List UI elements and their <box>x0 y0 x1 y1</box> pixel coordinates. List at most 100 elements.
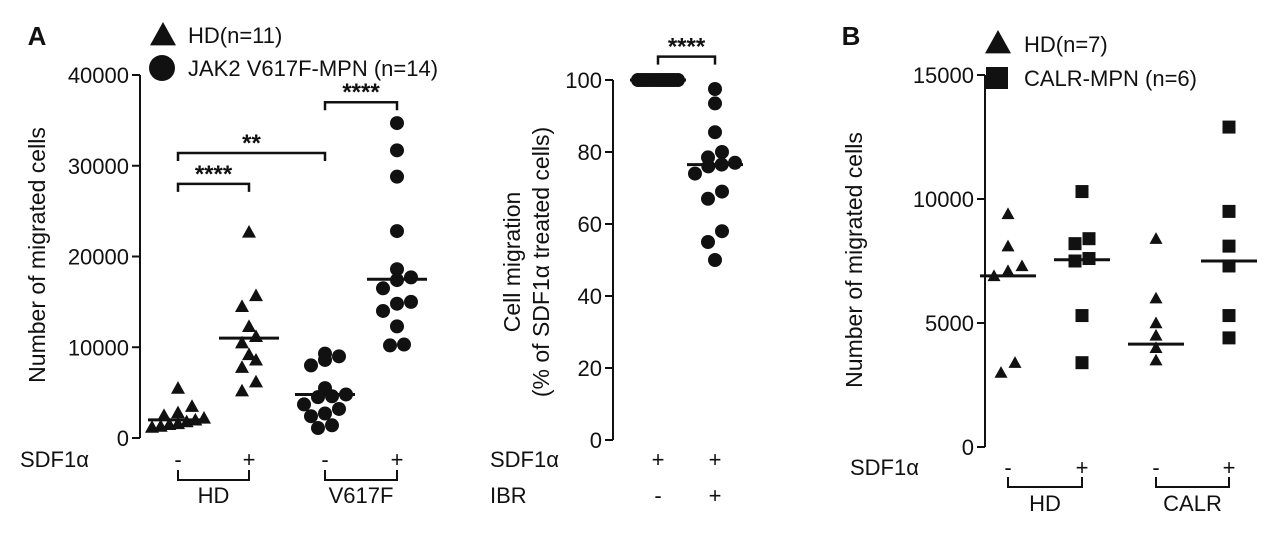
x-category-label: + <box>1076 455 1089 480</box>
data-point <box>1068 237 1082 251</box>
data-point <box>1222 204 1236 218</box>
group-bracket <box>177 470 250 481</box>
data-point <box>185 399 199 412</box>
data-point <box>708 125 722 140</box>
y-tick-label: 0 <box>117 426 129 451</box>
y-tick-label: 10000 <box>913 187 974 212</box>
panel-label-a: A <box>28 21 47 51</box>
panel-label-b: B <box>842 21 861 51</box>
data-point <box>390 169 404 184</box>
y-tick-label: 80 <box>578 140 602 165</box>
significance-label: **** <box>668 34 706 61</box>
data-point <box>390 262 404 277</box>
y-tick-label: 20000 <box>68 245 129 270</box>
data-point <box>715 184 729 199</box>
data-point <box>390 319 404 334</box>
x-category-label: + <box>709 447 722 472</box>
significance-label: **** <box>342 79 380 106</box>
data-point <box>404 294 418 309</box>
data-point <box>1149 291 1163 304</box>
data-point <box>297 397 311 412</box>
y-tick-label: 20 <box>578 356 602 381</box>
data-point <box>249 352 263 366</box>
legend-triangle-icon <box>150 22 176 46</box>
data-point <box>318 406 332 421</box>
data-point <box>701 159 716 174</box>
row-label: SDF1α <box>850 455 919 480</box>
y-tick-label: 60 <box>578 212 602 237</box>
data-point <box>1001 264 1015 277</box>
data-point <box>318 352 332 367</box>
data-point <box>157 408 171 421</box>
data-point <box>376 281 390 296</box>
data-point <box>153 419 168 432</box>
data-point <box>1075 309 1089 323</box>
x-category-label: + <box>1223 455 1236 480</box>
data-point <box>1015 259 1029 272</box>
significance-bracket <box>323 100 399 111</box>
y-tick-label: 40 <box>578 284 602 309</box>
group-label: HD <box>1029 491 1061 516</box>
legend-label: CALR-MPN (n=6) <box>1024 66 1197 91</box>
x-category-label: - <box>1152 455 1159 480</box>
y-tick-label: 40000 <box>68 63 129 88</box>
data-point <box>1222 239 1236 253</box>
data-point <box>242 319 256 332</box>
data-point <box>397 337 411 352</box>
data-point <box>242 347 256 361</box>
group-bracket <box>1007 477 1083 488</box>
legend-label: JAK2 V617F-MPN (n=14) <box>188 56 438 81</box>
data-point <box>1075 185 1089 199</box>
data-point <box>708 82 722 96</box>
data-point <box>390 224 404 239</box>
x-category-label: - <box>654 483 661 508</box>
data-point <box>1082 232 1096 246</box>
row-label: SDF1α <box>490 447 559 472</box>
y-tick-label: 10000 <box>68 335 129 360</box>
legend-square-icon <box>986 67 1008 89</box>
data-point <box>1149 328 1163 341</box>
y-axis-label: Cell migration <box>499 192 525 333</box>
data-point <box>332 349 346 364</box>
data-point <box>1222 259 1236 273</box>
data-point <box>325 389 339 404</box>
data-point <box>1222 120 1236 134</box>
data-point <box>332 401 346 416</box>
group-label: CALR <box>1163 491 1222 516</box>
y-axis-label: Number of migrated cells <box>24 127 50 383</box>
data-point <box>1222 331 1236 345</box>
data-point <box>235 360 249 373</box>
legend-label: HD(n=7) <box>1024 32 1108 57</box>
data-point <box>708 253 722 267</box>
data-point <box>715 224 729 239</box>
data-point <box>1075 356 1089 370</box>
data-point <box>1008 356 1022 368</box>
data-point <box>1001 239 1015 252</box>
data-point <box>708 96 722 111</box>
data-point <box>994 366 1008 378</box>
panel-b-chart: B 0 5000 10000 15000 Number of migrated cells… <box>841 21 1257 516</box>
data-point <box>1149 316 1163 329</box>
data-point <box>1149 341 1163 353</box>
data-point <box>235 299 249 313</box>
x-category-label: - <box>174 447 181 472</box>
data-point <box>688 166 702 181</box>
data-point <box>376 303 390 318</box>
data-point <box>235 335 249 349</box>
significance-label: **** <box>195 161 233 188</box>
data-point <box>390 296 404 311</box>
data-point <box>304 358 318 373</box>
x-category-label: + <box>709 483 722 508</box>
legend-circle-icon <box>149 55 175 81</box>
group-label: V617F <box>329 483 394 508</box>
data-point <box>715 145 729 159</box>
data-point <box>1149 353 1163 366</box>
x-category-label: + <box>652 447 665 472</box>
group-bracket <box>1155 477 1230 488</box>
data-point <box>145 420 159 433</box>
significance-bracket <box>656 55 717 65</box>
x-category-label: - <box>1004 455 1011 480</box>
group-bracket <box>324 470 398 481</box>
y-tick-label: 100 <box>565 68 602 93</box>
